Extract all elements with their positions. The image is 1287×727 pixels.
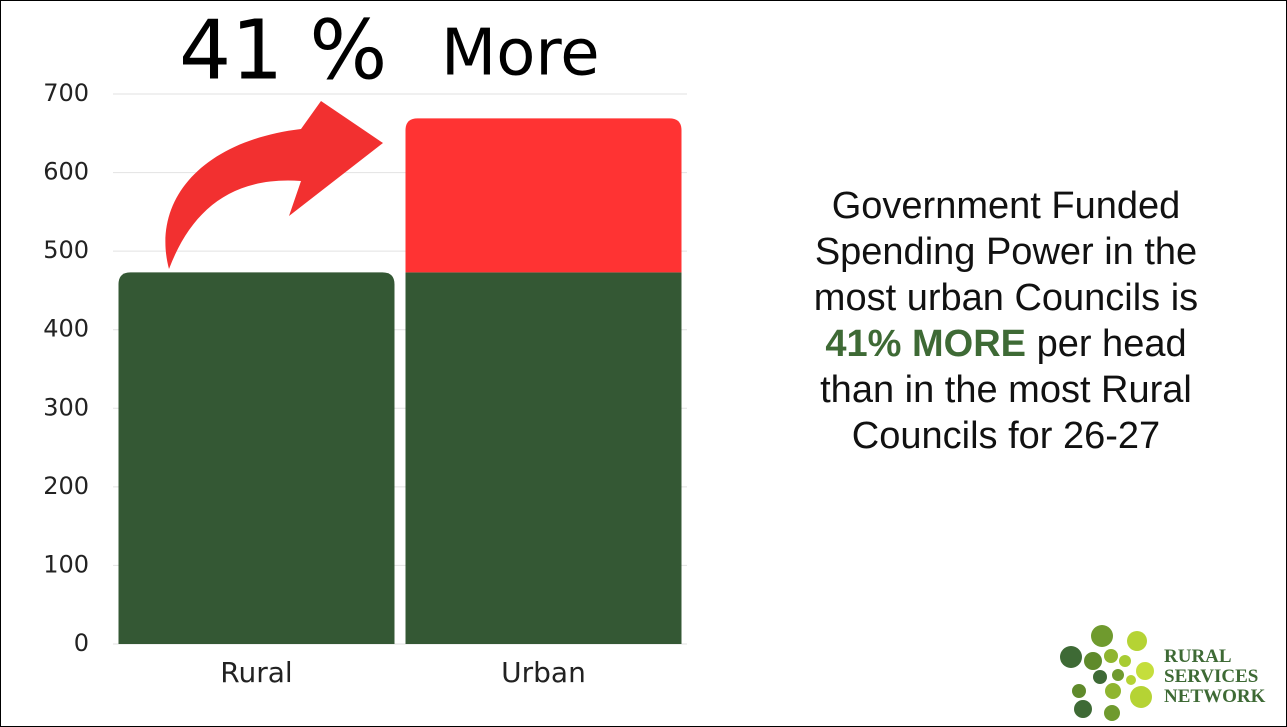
bar-segment <box>405 118 682 273</box>
y-tick-label: 600 <box>43 158 89 186</box>
arrow <box>165 101 383 269</box>
note-line: Spending Power in the <box>814 231 1198 273</box>
note-line: Government Funded <box>831 185 1181 227</box>
y-tick-label: 400 <box>43 315 89 343</box>
note-line: 41% MORE per head <box>721 321 1286 367</box>
note-text: per head <box>1036 323 1187 365</box>
logo-word: NETWORK <box>1164 686 1266 707</box>
note-line: Councils for 26-27 <box>851 415 1161 457</box>
headline-word: More <box>441 17 600 91</box>
y-tick-label: 700 <box>43 79 89 107</box>
y-tick-label: 0 <box>74 629 89 657</box>
note-line: most urban Councils is <box>813 277 1199 319</box>
note-highlight: 41% MORE <box>825 323 1027 365</box>
note-line: than in the most Rural <box>820 369 1192 411</box>
note: Government Funded Spending Power in the mo… <box>721 183 1286 459</box>
y-tick-label: 500 <box>43 236 89 264</box>
y-tick-label: 100 <box>43 550 89 578</box>
logo-word: SERVICES <box>1164 666 1259 687</box>
bar-segment <box>405 272 682 644</box>
y-tick-label: 300 <box>43 393 89 421</box>
x-tick-label: Urban <box>501 656 586 689</box>
bar-segment <box>118 272 395 644</box>
x-tick-label: Rural <box>220 656 292 689</box>
logo-dots <box>1060 625 1154 721</box>
y-tick-label: 200 <box>43 472 89 500</box>
logo-word: RURAL <box>1164 646 1232 667</box>
logo-text: RURAL SERVICES NETWORK <box>1164 647 1265 707</box>
headline-number: 41 % <box>179 3 387 98</box>
